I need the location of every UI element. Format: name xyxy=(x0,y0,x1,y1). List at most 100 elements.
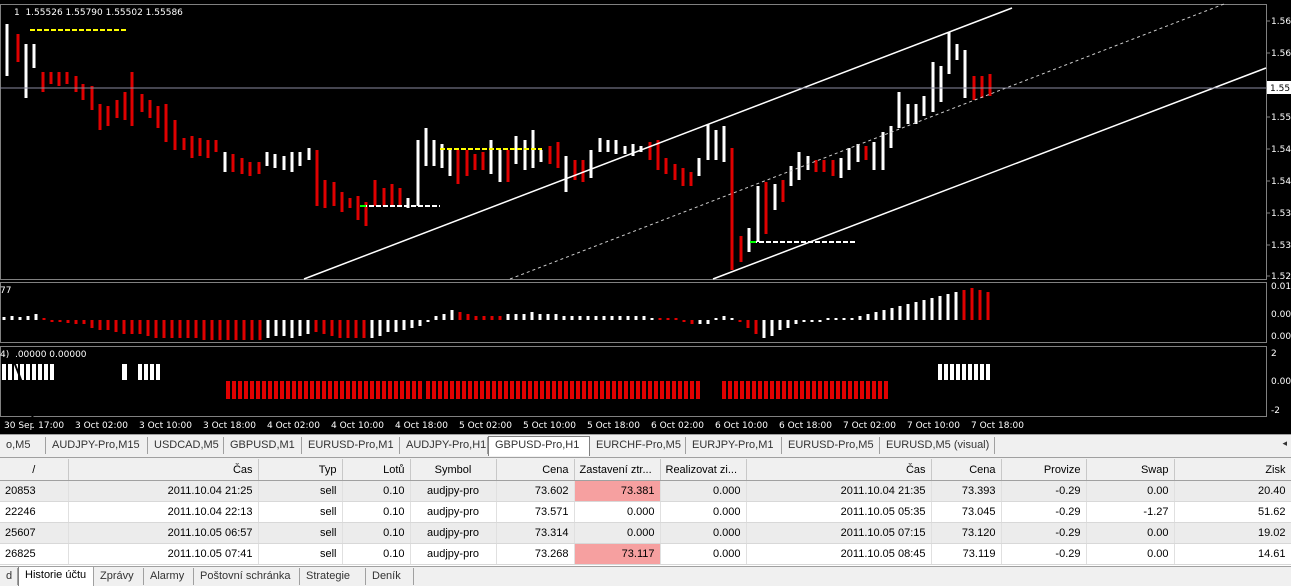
column-header[interactable]: Provize xyxy=(1001,459,1087,481)
oscillator-bar xyxy=(858,316,862,320)
column-header[interactable]: Symbol xyxy=(410,459,497,481)
column-header[interactable]: Realizovat zi... xyxy=(660,459,747,481)
cell-tp: 0.000 xyxy=(660,543,747,565)
chart-tab[interactable]: o,M5 xyxy=(0,437,46,454)
indicator2-bar xyxy=(50,364,54,380)
oscillator-bar xyxy=(738,320,742,322)
price-tick-label: 1.53 xyxy=(1271,241,1291,251)
oscillator-bar xyxy=(962,290,966,320)
column-header[interactable]: Swap xyxy=(1086,459,1175,481)
indicator2-bar xyxy=(678,381,682,399)
indicator2-bar xyxy=(388,381,392,399)
terminal-tab[interactable]: Alarmy xyxy=(144,568,194,585)
column-header[interactable]: Zastavení ztr... xyxy=(574,459,661,481)
chart-window[interactable]: 1.561.561.551.551.541.541.531.531.521.55… xyxy=(0,0,1291,434)
oscillator-bar xyxy=(90,320,94,328)
column-header[interactable]: Lotů xyxy=(342,459,411,481)
oscillator-bar xyxy=(978,290,982,320)
chart-tab[interactable]: EURJPY-Pro,M1 xyxy=(686,437,782,454)
oscillator-bar xyxy=(258,320,262,340)
cell-close-time: 2011.10.05 07:15 xyxy=(746,522,932,544)
indicator2-bar xyxy=(316,381,320,399)
oscillator-bar xyxy=(970,288,974,320)
oscillator-bar xyxy=(714,318,718,320)
indicator2-bar xyxy=(654,381,658,399)
indicator2-bar xyxy=(394,381,398,399)
indicator2-bar xyxy=(304,381,308,399)
oscillator-label: 77 xyxy=(0,286,12,296)
indicator2-bar xyxy=(546,381,550,399)
oscillator-bar xyxy=(242,320,246,340)
time-axis-label: 7 Oct 10:00 xyxy=(907,421,960,431)
table-row[interactable]: 22246 2011.10.04 22:13 sell 0.10 audjpy-pro 7… xyxy=(0,501,1291,523)
terminal-tab[interactable]: Historie účtu xyxy=(18,567,94,586)
cell-open-time: 2011.10.04 22:13 xyxy=(68,501,259,523)
chart-tab[interactable]: USDCAD,M5 xyxy=(148,437,224,454)
oscillator-bar xyxy=(74,320,78,324)
indicator2-bar xyxy=(232,381,236,399)
indicator2-bar xyxy=(138,364,142,380)
oscillator-bar xyxy=(618,316,622,320)
tab-scroll-left-icon[interactable]: ◂ xyxy=(1282,438,1287,448)
indicator2-bar xyxy=(848,381,852,399)
terminal-tab[interactable]: Zprávy xyxy=(94,568,144,585)
column-header[interactable]: Typ xyxy=(258,459,343,481)
cell-open-time: 2011.10.05 07:41 xyxy=(68,543,259,565)
chart-tab[interactable]: GBPUSD,M1 xyxy=(224,437,302,454)
channel-upper-line xyxy=(303,7,1013,280)
column-header[interactable]: Zisk xyxy=(1174,459,1291,481)
chart-tab[interactable]: EURCHF-Pro,M5 xyxy=(590,437,686,454)
chart-tab[interactable]: GBPUSD-Pro,H1 xyxy=(488,436,590,456)
column-header[interactable]: Cena xyxy=(931,459,1002,481)
column-header[interactable]: Čas xyxy=(746,459,932,481)
account-history-table[interactable]: / Čas Typ Lotů Symbol Cena Zastavení ztr... Rea… xyxy=(0,459,1291,566)
oscillator-bar xyxy=(178,320,182,338)
price-chart[interactable]: 1.561.561.551.551.541.541.531.531.521.55… xyxy=(0,0,1291,434)
cell-profit: 51.62 xyxy=(1174,501,1291,523)
chart-tab[interactable]: EURUSD-Pro,M5 xyxy=(782,437,880,454)
indicator2-bar xyxy=(262,381,266,399)
cell-swap: -1.27 xyxy=(1086,501,1175,523)
terminal-tab[interactable]: Deník xyxy=(366,568,414,585)
indicator2-bar xyxy=(322,381,326,399)
indicator2-bar xyxy=(256,381,260,399)
chart-tab[interactable]: AUDJPY-Pro,H1 xyxy=(400,437,488,454)
terminal-tab[interactable]: Poštovní schránka xyxy=(194,568,300,585)
indicator2-bar xyxy=(226,381,230,399)
terminal-tab[interactable]: d xyxy=(0,568,18,585)
time-axis-label: 4 Oct 10:00 xyxy=(331,421,384,431)
oscillator-bar xyxy=(826,318,830,320)
oscillator-bar xyxy=(210,320,214,340)
indicator2-bar xyxy=(286,381,290,399)
indicator2-bar xyxy=(450,381,454,399)
indicator2-bar xyxy=(280,381,284,399)
table-row[interactable]: 26825 2011.10.05 07:41 sell 0.10 audjpy-pro 7… xyxy=(0,543,1291,565)
indicator2-bar xyxy=(764,381,768,399)
oscillator-bar xyxy=(370,320,374,338)
indicator2-bar xyxy=(618,381,622,399)
table-row[interactable]: 25607 2011.10.05 06:57 sell 0.10 audjpy-pro 7… xyxy=(0,522,1291,544)
column-header[interactable]: Čas xyxy=(68,459,259,481)
indicator2-bar xyxy=(44,364,48,380)
terminal-tab[interactable]: Strategie xyxy=(300,568,366,585)
oscillator-bar xyxy=(194,320,198,338)
chart-tab[interactable]: EURUSD-Pro,M1 xyxy=(302,437,400,454)
oscillator-bar xyxy=(514,314,518,320)
chart-tab[interactable]: EURUSD,M5 (visual) xyxy=(880,437,995,454)
chart-tab[interactable]: AUDJPY-Pro,M15 xyxy=(46,437,148,454)
column-header[interactable]: / xyxy=(0,459,69,481)
oscillator-bar xyxy=(666,318,670,320)
indicator2-bar xyxy=(782,381,786,399)
time-axis-label: 6 Oct 10:00 xyxy=(715,421,768,431)
indicator2-bar xyxy=(986,364,990,380)
indicator2-bar xyxy=(938,364,942,380)
oscillator-bar xyxy=(346,320,350,338)
column-header[interactable]: Cena xyxy=(496,459,575,481)
indicator2-bar xyxy=(144,364,148,380)
indicator2-bar xyxy=(776,381,780,399)
oscillator-bar xyxy=(818,320,822,322)
cell-sl: 0.000 xyxy=(574,501,661,523)
table-row[interactable]: 20853 2011.10.04 21:25 sell 0.10 audjpy-pro 7… xyxy=(0,480,1291,502)
oscillator-bar xyxy=(314,320,318,332)
indicator2-bar xyxy=(376,381,380,399)
